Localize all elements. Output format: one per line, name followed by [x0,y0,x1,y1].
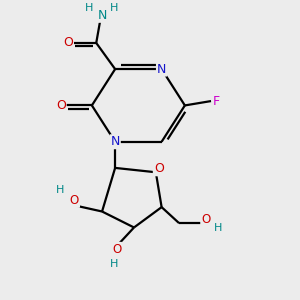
Text: O: O [56,99,66,112]
Text: N: N [110,135,120,148]
Text: O: O [154,162,164,175]
Text: O: O [70,194,79,207]
Text: O: O [63,36,73,50]
Text: F: F [213,94,220,108]
Text: H: H [214,224,223,233]
Text: H: H [56,185,64,195]
Text: O: O [112,243,121,256]
Text: H: H [110,259,118,269]
Text: N: N [98,9,107,22]
Text: O: O [201,213,210,226]
Text: N: N [157,63,166,76]
Text: H: H [85,3,94,13]
Text: H: H [110,3,119,13]
